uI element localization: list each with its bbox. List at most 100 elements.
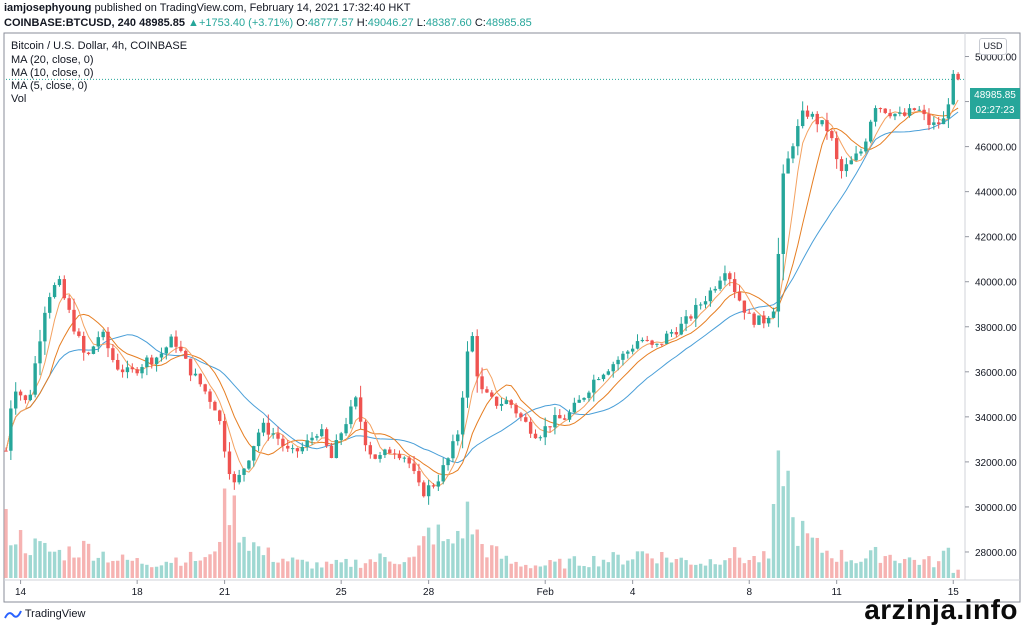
volume-bar [553, 561, 557, 578]
volume-bar [339, 562, 343, 578]
candle-body [470, 336, 475, 352]
volume-bar [184, 562, 188, 578]
candle-body [737, 292, 742, 301]
candle [62, 275, 66, 300]
volume-bar [38, 541, 42, 578]
candle-body [368, 445, 373, 455]
candle-body [271, 433, 275, 435]
candle [932, 116, 936, 130]
candle [800, 101, 805, 129]
candle [674, 327, 679, 338]
volume-bar [698, 563, 703, 578]
currency-button[interactable]: USD [979, 38, 1007, 55]
volume-bar [538, 566, 543, 578]
volume-bar [543, 565, 547, 578]
volume-bar [927, 556, 931, 578]
candle [893, 113, 897, 121]
candle [179, 340, 183, 353]
candle-body [159, 353, 164, 358]
candle-body [261, 422, 266, 433]
candle [839, 156, 844, 179]
candle-body [781, 173, 785, 254]
candle [596, 377, 601, 381]
volume-bar [208, 554, 212, 578]
volume-bar [694, 564, 698, 578]
price-tick-label: 32000.00 [975, 458, 1017, 469]
time-tick-label: 4 [630, 587, 636, 598]
volume-bar [592, 555, 596, 578]
candle [247, 460, 251, 471]
candle [48, 292, 52, 319]
volume-bar [859, 561, 863, 578]
candle [626, 349, 630, 359]
candle [558, 408, 562, 419]
candle-body [320, 429, 324, 437]
candle-body [664, 333, 669, 344]
candle-body [310, 437, 314, 441]
candle [669, 329, 674, 337]
candle-body [941, 118, 946, 125]
candle-body [645, 339, 649, 341]
volume-bar [660, 551, 664, 578]
volume-bar [174, 557, 178, 578]
candle-body [57, 279, 62, 286]
candle [154, 356, 159, 372]
volume-bar [86, 543, 91, 578]
price-tick-label: 34000.00 [975, 413, 1017, 424]
volume-bar [830, 558, 834, 578]
candle-body [373, 454, 377, 459]
volume-bar [956, 569, 960, 578]
candle [878, 107, 883, 113]
candle [504, 396, 509, 405]
volume-bar [164, 561, 169, 578]
volume-bar [533, 565, 538, 578]
close-value: 48985.85 [485, 17, 532, 29]
volume-bar [388, 561, 392, 578]
candle [281, 434, 285, 452]
legend-ma10: MA (10, close, 0) [11, 67, 94, 79]
volume-bar [305, 561, 309, 578]
volume-bar [451, 543, 455, 578]
candle-body [859, 151, 863, 154]
volume-bar [106, 562, 110, 578]
candle [708, 287, 713, 307]
volume-bar [480, 544, 484, 578]
candle-body [397, 454, 402, 459]
volume-bar [154, 566, 159, 578]
ma10-line [5, 107, 959, 476]
candle [465, 341, 470, 408]
candle-body [650, 340, 654, 345]
volume-bar [742, 563, 747, 578]
volume-bar [82, 540, 86, 578]
volume-bar [130, 560, 134, 578]
candle-body [854, 153, 858, 161]
candle-body [742, 300, 747, 313]
volume-bar [601, 559, 606, 578]
volume-bar [757, 562, 761, 578]
candle [883, 108, 887, 115]
candle-body [786, 158, 790, 174]
candle [67, 295, 71, 314]
candle-body [932, 122, 936, 125]
volume-bar [193, 561, 198, 578]
candle [441, 457, 445, 485]
volume-bar [460, 538, 465, 578]
volume-bar [854, 563, 858, 578]
candle-body [718, 280, 722, 289]
candle-body [922, 109, 926, 115]
volume-bar [159, 565, 164, 578]
candle-body [494, 396, 499, 406]
tradingview-logo[interactable]: TradingView [4, 608, 85, 620]
candle [52, 282, 57, 299]
volume-bar [373, 561, 377, 578]
candle-body [456, 434, 460, 442]
candle-body [324, 429, 329, 446]
candle-body [616, 359, 620, 365]
high-label: H: [356, 17, 368, 29]
candle-body [402, 457, 407, 459]
candle-body [572, 402, 577, 413]
volume-bar [271, 561, 275, 578]
volume-bar [936, 561, 941, 578]
candle-body [378, 455, 382, 459]
